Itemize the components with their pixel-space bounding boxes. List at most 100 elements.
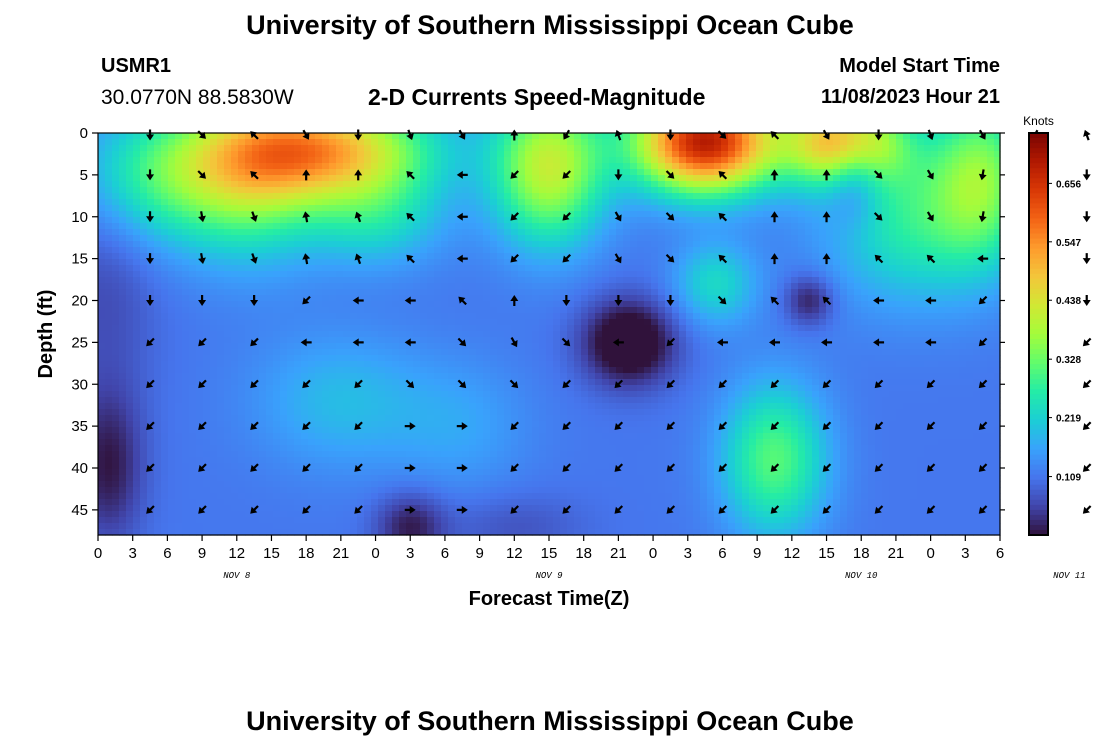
current-arrow xyxy=(926,421,936,431)
current-arrow xyxy=(509,379,519,389)
current-arrow xyxy=(250,379,259,389)
current-arrow xyxy=(614,295,623,306)
current-arrow xyxy=(770,379,780,389)
current-arrow xyxy=(302,253,311,265)
x-tick-label: 15 xyxy=(263,545,280,562)
current-arrow xyxy=(404,296,416,305)
current-arrow xyxy=(456,212,468,221)
current-arrow xyxy=(198,253,206,265)
current-arrow xyxy=(562,463,572,472)
current-arrow xyxy=(612,338,624,347)
current-arrow xyxy=(250,505,259,514)
x-date-label: NOV 11 xyxy=(1053,571,1085,581)
speed-heatmap xyxy=(98,133,1001,536)
current-arrow xyxy=(614,463,624,472)
current-arrow xyxy=(404,464,416,472)
current-arrow xyxy=(666,505,676,514)
current-arrow xyxy=(665,253,675,263)
current-arrow xyxy=(978,129,986,140)
current-arrow xyxy=(354,379,363,389)
x-tick-label: 6 xyxy=(441,545,449,562)
current-arrow xyxy=(250,463,259,472)
current-arrow xyxy=(769,338,780,347)
x-tick-label: 12 xyxy=(506,545,523,562)
chart-title: 2-D Currents Speed-Magnitude xyxy=(368,84,706,110)
current-arrow xyxy=(510,170,519,179)
y-tick-label: 30 xyxy=(71,376,88,393)
current-arrow xyxy=(510,295,519,306)
current-arrow xyxy=(250,170,259,180)
y-tick-label: 15 xyxy=(71,251,88,268)
current-arrow xyxy=(1082,295,1091,306)
current-arrow xyxy=(250,211,258,222)
current-arrow xyxy=(561,337,571,347)
current-arrow xyxy=(1082,463,1092,472)
x-tick-label: 0 xyxy=(94,545,102,562)
x-tick-label: 6 xyxy=(996,545,1004,562)
current-arrow xyxy=(926,379,936,389)
current-arrow xyxy=(926,505,936,514)
current-arrow xyxy=(146,295,155,306)
current-arrow xyxy=(718,505,728,514)
current-arrow xyxy=(354,463,363,472)
current-arrow xyxy=(926,254,936,264)
current-arrow xyxy=(614,253,622,264)
model-start-label: Model Start Time xyxy=(839,55,1000,77)
current-arrow xyxy=(510,463,519,472)
current-arrow xyxy=(821,338,833,347)
current-arrow xyxy=(302,169,311,181)
current-arrow xyxy=(770,296,780,306)
current-arrow xyxy=(198,211,206,223)
current-arrow xyxy=(666,337,676,347)
current-arrow xyxy=(874,505,884,514)
current-arrow xyxy=(405,379,415,389)
current-arrow xyxy=(926,211,934,222)
current-arrow xyxy=(822,421,832,431)
current-arrow xyxy=(873,212,883,221)
x-tick-label: 0 xyxy=(371,545,379,562)
y-tick-label: 40 xyxy=(71,460,88,477)
current-arrow xyxy=(354,211,363,223)
current-arrow xyxy=(665,212,675,221)
current-arrow xyxy=(302,463,311,472)
x-tick-label: 6 xyxy=(718,545,726,562)
current-arrow xyxy=(873,170,883,179)
current-arrow xyxy=(666,421,676,431)
current-arrow xyxy=(718,170,728,180)
current-arrow xyxy=(665,170,675,179)
colorbar-tick-label: 0.547 xyxy=(1056,238,1081,249)
x-tick-label: 18 xyxy=(298,545,315,562)
current-arrow xyxy=(718,254,728,264)
current-arrow xyxy=(978,379,988,389)
current-arrow xyxy=(718,421,728,431)
current-arrow xyxy=(302,421,311,431)
x-tick-label: 18 xyxy=(575,545,592,562)
current-arrow xyxy=(770,421,780,431)
current-arrow xyxy=(770,463,780,472)
current-arrow xyxy=(406,212,415,222)
current-arrow xyxy=(197,170,206,179)
current-arrow xyxy=(822,169,831,181)
current-arrow xyxy=(302,129,310,140)
current-arrow xyxy=(198,463,207,472)
current-arrow xyxy=(562,170,572,179)
y-tick-label: 45 xyxy=(71,502,88,519)
y-tick-label: 0 xyxy=(80,125,88,142)
current-arrow xyxy=(146,169,155,181)
x-date-label: NOV 10 xyxy=(845,571,878,581)
current-arrow xyxy=(456,505,468,514)
current-arrow xyxy=(1082,379,1092,389)
current-arrow xyxy=(250,295,259,306)
model-start-value: 11/08/2023 Hour 21 xyxy=(820,86,1000,108)
main-title: University of Southern Mississippi Ocean… xyxy=(246,10,854,40)
current-arrow xyxy=(250,421,259,431)
current-arrow xyxy=(352,338,364,347)
current-arrow xyxy=(146,337,155,347)
current-arrow xyxy=(718,212,728,222)
x-tick-label: 9 xyxy=(475,545,483,562)
current-arrow xyxy=(822,505,832,514)
current-arrow xyxy=(1082,211,1091,223)
current-arrow xyxy=(457,379,467,389)
current-arrow xyxy=(456,422,468,431)
